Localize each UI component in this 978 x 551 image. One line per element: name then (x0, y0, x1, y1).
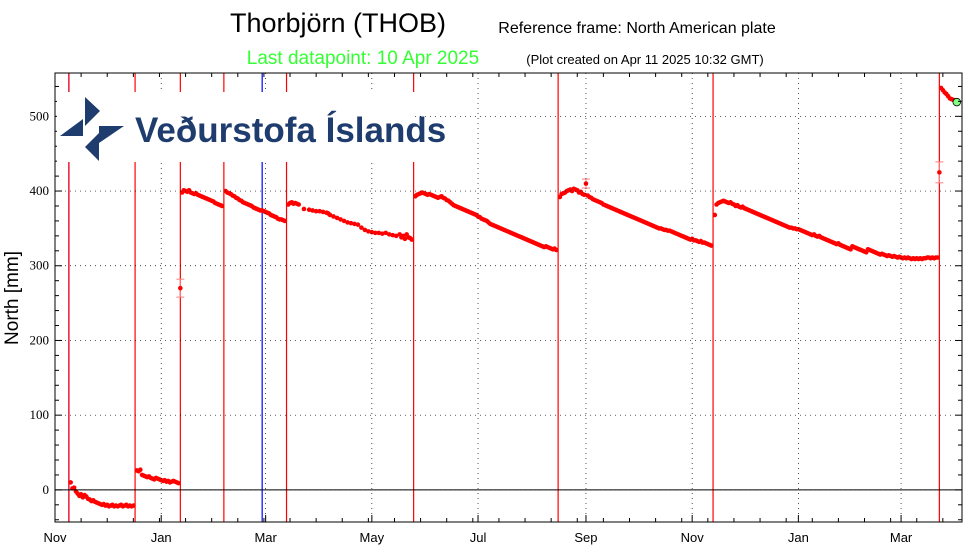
x-tick-label: Jul (470, 530, 487, 545)
data-point (306, 207, 312, 213)
y-axis: 0 100 200 300 400 500 (30, 85, 962, 521)
logo-text: Veðurstofa Íslands (135, 110, 446, 150)
y-tick-label: 500 (30, 108, 50, 123)
data-point (345, 220, 350, 225)
y-tick-label: 100 (30, 407, 50, 422)
y-tick-label: 0 (43, 482, 50, 497)
data-point (709, 243, 714, 248)
y-tick-label: 300 (30, 258, 50, 273)
plot-frame (54, 72, 963, 523)
data-point (338, 217, 343, 222)
plot-created: (Plot created on Apr 11 2025 10:32 GMT) (526, 52, 764, 67)
data-point (352, 221, 357, 227)
data-point (310, 208, 315, 213)
data-point (393, 233, 399, 239)
last-data-point (952, 97, 961, 107)
chart-title: Thorbjörn (THOB) (230, 8, 446, 38)
error-bars (176, 161, 944, 298)
data-point (369, 229, 375, 235)
data-point (355, 222, 361, 227)
data-point (341, 218, 347, 224)
data-point (327, 212, 333, 218)
data-point (712, 212, 718, 218)
data-point (362, 227, 368, 233)
data-point (581, 192, 587, 198)
x-tick-label: Sep (574, 530, 597, 545)
x-tick-label: Mar (254, 530, 277, 545)
data-point (373, 230, 378, 236)
data-point (320, 209, 326, 215)
data-point (178, 285, 183, 291)
data-point (176, 480, 181, 486)
y-axis-label: North [mm] (2, 251, 23, 345)
data-point (366, 229, 371, 234)
data-point (402, 236, 408, 242)
data-point (409, 237, 415, 242)
data-point (68, 480, 73, 485)
data-point (317, 208, 322, 214)
data-point (383, 230, 389, 236)
y-tick-label: 200 (30, 332, 50, 347)
data-point (301, 206, 307, 212)
data-point (313, 208, 319, 214)
x-tick-label: Jan (151, 530, 172, 545)
data-point (935, 255, 940, 260)
last-datapoint: Last datapoint: 10 Apr 2025 (247, 48, 479, 69)
y-tick-label: 400 (30, 183, 50, 198)
x-tick-label: Jan (788, 530, 809, 545)
data-point (131, 503, 136, 508)
data-point (334, 215, 340, 221)
data-point (386, 232, 392, 237)
x-axis: Nov Jan Mar May Jul Sep Nov Jan Mar (43, 73, 944, 545)
data-point (331, 214, 336, 219)
x-tick-label: May (360, 530, 385, 545)
data-point (554, 247, 559, 253)
data-point (379, 231, 385, 236)
data-point (296, 202, 302, 207)
data-point (376, 230, 382, 236)
data-point (348, 220, 354, 226)
reference-frame: Reference frame: North American plate (498, 20, 776, 37)
data-point (937, 170, 942, 175)
data-point (219, 203, 225, 209)
data-point (390, 232, 396, 238)
vedurstofa-logo-icon (60, 97, 124, 161)
vedurstofa-logo: Veðurstofa Íslands (57, 92, 446, 162)
data-point (138, 467, 143, 473)
data-point (282, 218, 288, 224)
x-tick-label: Nov (43, 530, 67, 545)
data-point (359, 225, 364, 230)
x-tick-label: Mar (890, 530, 913, 545)
x-tick-label: Nov (681, 530, 705, 545)
data-point (71, 485, 77, 490)
